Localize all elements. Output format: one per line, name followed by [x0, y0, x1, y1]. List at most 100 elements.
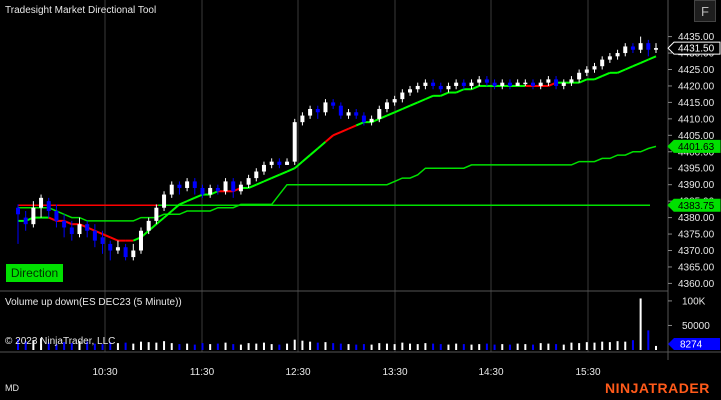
- volume-bar: [278, 344, 281, 350]
- volume-panel-title: Volume up down(ES DEC23 (5 Minute)): [5, 297, 182, 308]
- volume-bar: [47, 342, 50, 350]
- candle-body: [415, 85, 420, 90]
- candle-body: [46, 201, 51, 212]
- fast-line-segment: [578, 78, 588, 84]
- volume-bar: [631, 340, 634, 350]
- volume-bar: [286, 343, 289, 350]
- panel-separators: [0, 0, 721, 360]
- volume-bar: [78, 341, 81, 350]
- volume-bar: [139, 341, 142, 350]
- volume-axis[interactable]: 100K 50000 8274: [668, 296, 720, 350]
- volume-tick-label: 100K: [682, 296, 706, 307]
- candle-body: [523, 82, 528, 85]
- fast-line-segment: [255, 180, 265, 186]
- price-tick-label: 4435.00: [678, 32, 715, 43]
- fast-line-segment: [194, 193, 203, 199]
- volume-marker-label: 8274: [680, 339, 703, 350]
- price-candles: [16, 36, 658, 261]
- candle-body: [484, 79, 489, 83]
- chart-title: Tradesight Market Directional Tool: [5, 5, 157, 16]
- volume-bar: [216, 343, 219, 350]
- price-tick-label: 4375.00: [678, 230, 715, 241]
- fast-line-segment: [632, 61, 642, 68]
- copyright-notice: © 2023 NinjaTrader, LLC: [5, 336, 116, 347]
- candle-body: [469, 82, 474, 86]
- volume-bar: [593, 342, 596, 350]
- volume-bar: [293, 339, 296, 350]
- price-marker-shape: [667, 198, 721, 212]
- price-tick-label: 4425.00: [678, 65, 715, 76]
- volume-bar: [393, 344, 396, 350]
- candle-body: [100, 237, 105, 244]
- candle-body: [569, 79, 574, 83]
- volume-bar: [262, 342, 265, 350]
- candle-body: [369, 118, 374, 123]
- volume-bar: [401, 342, 404, 350]
- candle-body: [238, 184, 243, 192]
- corner-label: MD: [5, 383, 19, 393]
- candle-body: [254, 171, 259, 179]
- volume-bar: [608, 342, 611, 350]
- volume-bar: [63, 342, 66, 350]
- fast-line-segment: [263, 177, 273, 183]
- time-tick-label: 14:30: [478, 367, 503, 378]
- candle-body: [261, 164, 266, 172]
- price-marker-label: 4431.50: [678, 44, 715, 55]
- volume-bar: [362, 344, 365, 350]
- candle-body: [577, 72, 582, 80]
- candle-body: [638, 43, 643, 50]
- candle-body: [69, 227, 74, 235]
- f-button[interactable]: F: [694, 0, 716, 22]
- volume-bar: [239, 344, 242, 350]
- volume-bar: [155, 342, 158, 350]
- price-axis[interactable]: 4435.004430.004425.004420.004415.004410.…: [667, 32, 721, 290]
- volume-bar: [24, 341, 27, 350]
- candle-body: [361, 115, 366, 123]
- fast-line-segment: [340, 127, 349, 133]
- price-tick-label: 4380.00: [678, 213, 715, 224]
- volume-tick-label: 50000: [682, 321, 710, 332]
- volume-bar: [70, 343, 73, 350]
- time-axis[interactable]: 10:30 11:30 12:30 13:30 14:30 15:30: [92, 367, 600, 378]
- volume-bar: [601, 341, 604, 350]
- fast-line-segment: [455, 88, 465, 94]
- volume-bar: [186, 343, 189, 350]
- price-tick-label: 4370.00: [678, 246, 715, 257]
- volume-bar: [555, 344, 558, 350]
- time-tick-label: 10:30: [92, 367, 117, 378]
- fast-line-segment: [355, 121, 365, 127]
- volume-bar: [516, 343, 519, 350]
- volume-bars: [17, 298, 657, 350]
- volume-bar: [585, 342, 588, 350]
- volume-bar: [624, 341, 627, 350]
- candle-body: [592, 66, 597, 70]
- candle-body: [277, 161, 282, 165]
- volume-bar: [109, 342, 112, 350]
- fast-line-segment: [317, 141, 327, 150]
- fast-line-segment: [109, 236, 119, 242]
- direction-badge[interactable]: Direction: [6, 264, 63, 282]
- price-tick-label: 4395.00: [678, 164, 715, 175]
- candle-body: [561, 82, 566, 86]
- candle-body: [292, 122, 297, 162]
- candle-body: [408, 89, 413, 93]
- time-tick-label: 12:30: [285, 367, 310, 378]
- candle-body: [200, 187, 205, 195]
- volume-bar: [17, 339, 19, 350]
- candle-body: [16, 207, 20, 215]
- price-marker-shape: [667, 41, 721, 55]
- price-tick-label: 4415.00: [678, 98, 715, 109]
- candle-body: [500, 82, 505, 86]
- volume-bar: [32, 340, 35, 350]
- candle-body: [492, 82, 497, 86]
- volume-bar: [539, 343, 542, 350]
- price-tick-label: 4420.00: [678, 81, 715, 92]
- fast-line-segment: [471, 85, 480, 91]
- volume-bar: [416, 344, 419, 350]
- volume-bar: [163, 341, 166, 350]
- price-tick-label: 4405.00: [678, 131, 715, 142]
- volume-bar: [193, 344, 196, 350]
- candle-body: [123, 247, 128, 258]
- candle-body: [607, 56, 612, 60]
